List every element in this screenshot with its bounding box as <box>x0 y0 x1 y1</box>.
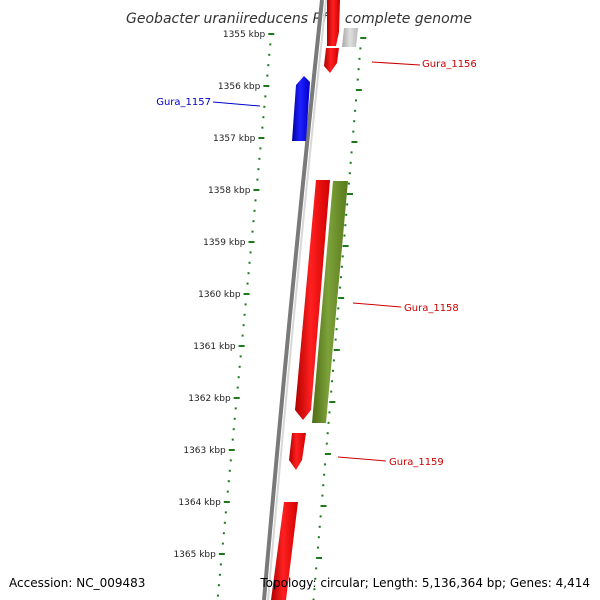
gene-pseudo[interactable] <box>342 28 358 47</box>
leader-line-1156 <box>371 61 421 66</box>
gene-forward[interactable] <box>327 0 340 46</box>
gene-annotations: Gura_1156 Gura_1157 Gura_1158 Gura_1159 <box>156 59 477 468</box>
gene-features <box>271 0 358 600</box>
label-gura-1156[interactable]: Gura_1156 <box>422 59 477 70</box>
genome-title: Geobacter uraniireducens Rf4, complete g… <box>126 11 472 27</box>
position-label: 1364 kbp <box>178 498 221 508</box>
inner-tick-ring <box>216 33 275 597</box>
label-gura-1159[interactable]: Gura_1159 <box>389 457 444 468</box>
label-gura-1158[interactable]: Gura_1158 <box>404 303 459 314</box>
position-label: 1362 kbp <box>188 394 231 404</box>
genome-backbone <box>262 0 324 600</box>
gene-gura-1159[interactable] <box>289 433 306 470</box>
accession-info: Accession: NC_009483 <box>9 576 146 590</box>
gene-forward[interactable] <box>324 48 339 73</box>
position-label: 1358 kbp <box>208 186 251 196</box>
position-labels: 1355 kbp 1356 kbp 1357 kbp 1358 kbp 1359 kbp… <box>173 30 265 560</box>
position-label: 1365 kbp <box>173 550 216 560</box>
position-label: 1363 kbp <box>183 446 226 456</box>
position-label: 1361 kbp <box>193 342 236 352</box>
position-label: 1355 kbp <box>223 30 266 40</box>
label-gura-1157[interactable]: Gura_1157 <box>156 97 211 108</box>
topology-info: Topology: circular; Length: 5,136,364 bp… <box>260 576 590 590</box>
position-label: 1356 kbp <box>218 82 261 92</box>
gene-forward[interactable] <box>271 502 298 600</box>
leader-line-1159 <box>337 456 387 462</box>
outer-tick-ring <box>312 37 367 600</box>
position-label: 1357 kbp <box>213 134 256 144</box>
gene-gura-1158[interactable] <box>312 181 348 423</box>
genome-backbone-highlight <box>267 0 327 600</box>
position-label: 1360 kbp <box>198 290 241 300</box>
leader-line-1157 <box>212 101 261 107</box>
leader-line-1158 <box>352 302 402 308</box>
position-label: 1359 kbp <box>203 238 246 248</box>
gene-forward-long[interactable] <box>295 180 330 420</box>
gene-gura-1157[interactable] <box>292 76 310 141</box>
